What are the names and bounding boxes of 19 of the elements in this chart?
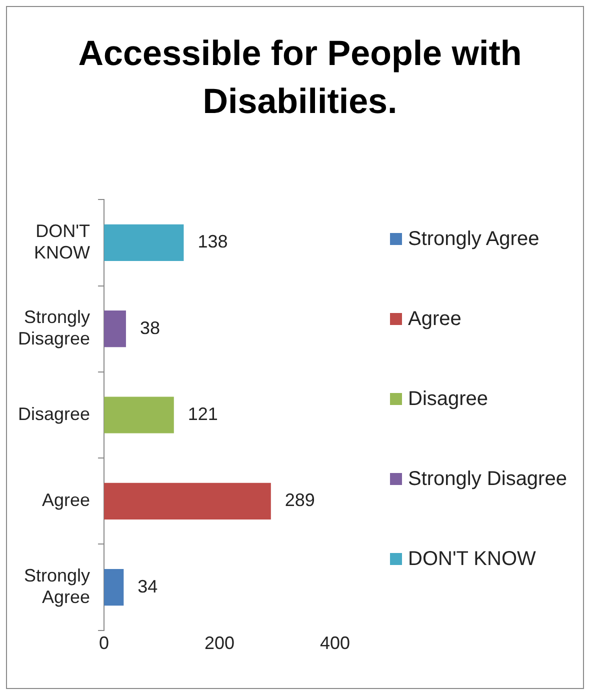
y-tick-label: Strongly Disagree bbox=[18, 307, 90, 349]
chart-title: Accessible for People with Disabilities. bbox=[77, 33, 523, 123]
legend-label: DON'T KNOW bbox=[408, 547, 536, 572]
y-tick-label: Agree bbox=[42, 490, 90, 510]
y-tick-label: DON'T KNOW bbox=[34, 220, 90, 262]
data-label: 121 bbox=[188, 404, 218, 424]
y-tick-label: Disagree bbox=[18, 404, 90, 424]
x-tick-label: 200 bbox=[204, 633, 235, 654]
x-tick-label: 400 bbox=[320, 633, 350, 654]
data-label: 34 bbox=[138, 576, 158, 596]
legend-label: Disagree bbox=[408, 387, 488, 412]
legend-label: Strongly Disagree bbox=[408, 467, 567, 492]
x-tick-label: 0 bbox=[99, 633, 110, 654]
data-label: 38 bbox=[140, 318, 160, 338]
data-label: 138 bbox=[198, 232, 228, 252]
y-tick-label: Strongly Agree bbox=[24, 565, 90, 608]
legend-label: Agree bbox=[408, 307, 462, 332]
data-label: 289 bbox=[284, 490, 315, 510]
legend-label: Strongly Agree bbox=[408, 227, 540, 252]
